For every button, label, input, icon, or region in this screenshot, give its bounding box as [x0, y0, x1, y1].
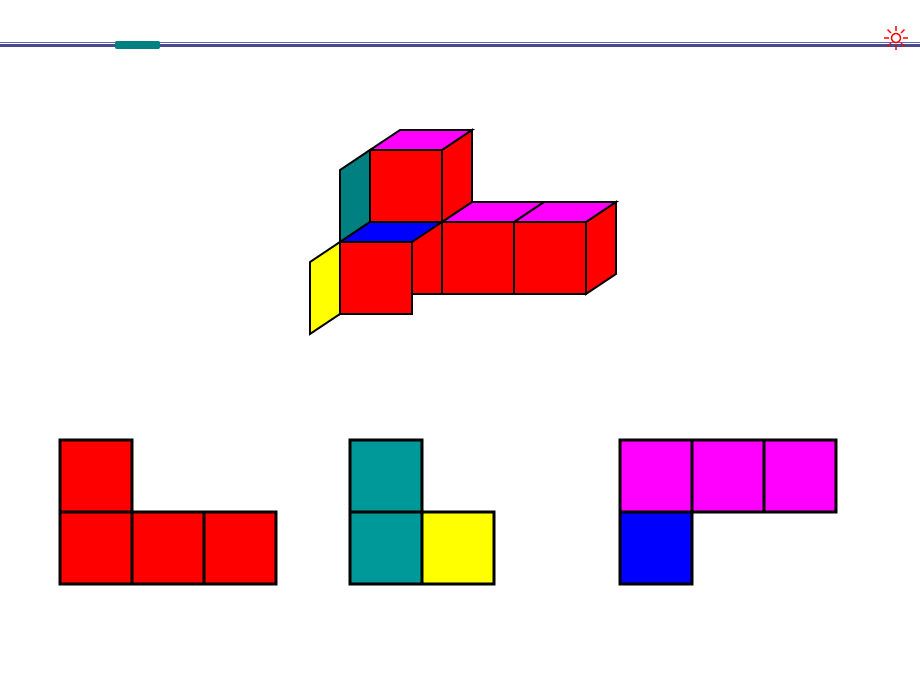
orthographic-views	[0, 0, 920, 690]
